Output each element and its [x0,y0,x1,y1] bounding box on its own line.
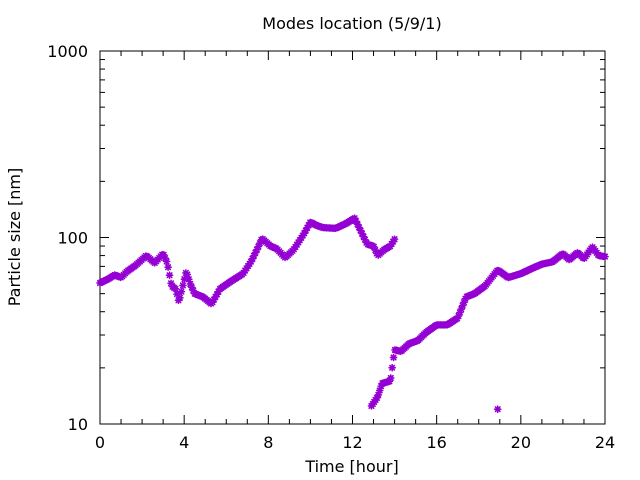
tick-labels: 0 4 8 12 16 20 24 10 100 1000 [47,42,615,452]
x-tick-label: 20 [511,433,531,452]
x-tick-label: 24 [595,433,615,452]
y-tick-label: 1000 [47,42,88,61]
chart-title: Modes location (5/9/1) [262,14,441,33]
data-point [386,374,395,382]
data-point [493,405,502,414]
data-point [165,271,174,280]
y-tick-label: 10 [68,415,88,434]
data-point [171,284,180,293]
x-tick-label: 4 [179,433,189,452]
data-point [162,257,171,266]
data-point [375,386,384,395]
axis-ticks [99,50,606,425]
data-point [179,281,187,290]
data-point [176,294,184,302]
x-tick-label: 8 [263,433,273,452]
data-point [601,252,609,261]
y-axis-label: Particle size [nm] [5,168,24,307]
data-point [388,363,396,372]
y-tick-label: 100 [57,229,88,248]
x-axis-label: Time [hour] [304,457,398,476]
x-tick-label: 16 [426,433,446,452]
x-tick-label: 0 [95,433,105,452]
data-point [389,353,398,362]
x-tick-label: 12 [342,433,362,452]
data-markers [96,214,609,414]
data-point [185,275,193,284]
data-point [390,235,399,243]
plot-area-frame [99,50,606,425]
data-point [164,263,172,271]
data-point [177,287,186,296]
